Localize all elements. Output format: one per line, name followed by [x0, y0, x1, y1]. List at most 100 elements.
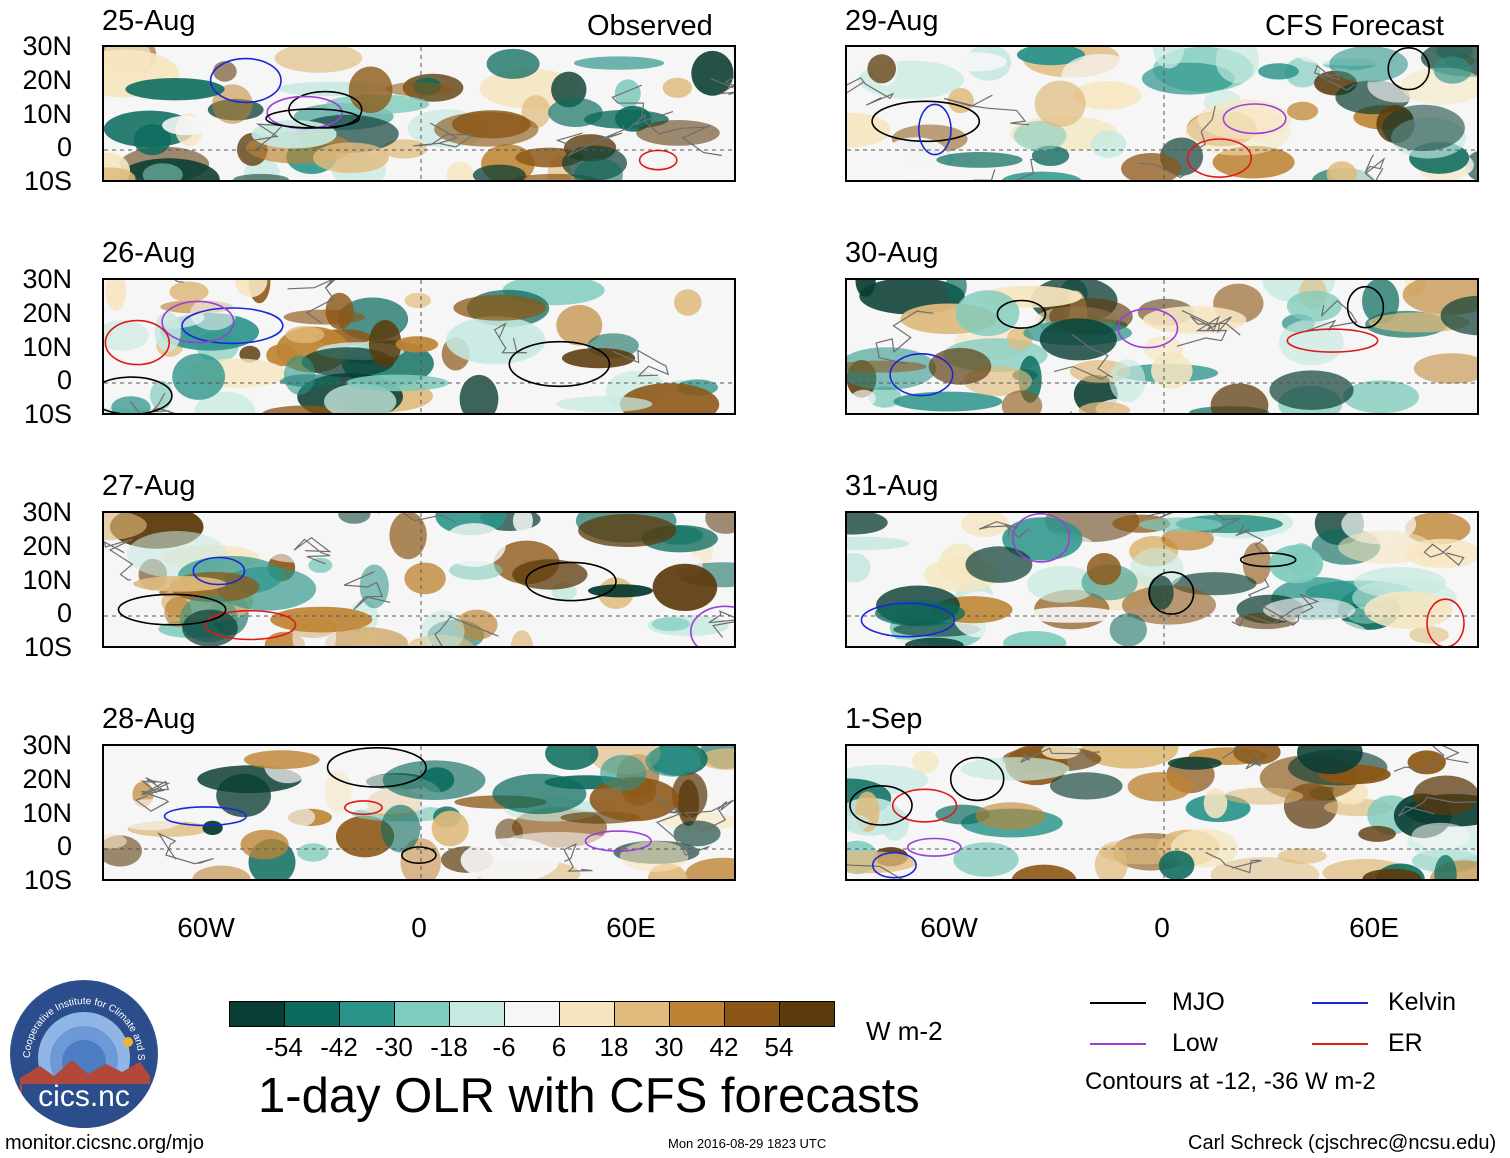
wave-contour: [949, 756, 1005, 802]
coastline: [293, 536, 332, 565]
kelvin-legend-line: [1312, 1002, 1368, 1004]
olr-anomaly-blob: [1094, 845, 1128, 879]
olr-anomaly-blob: [1023, 606, 1119, 623]
olr-anomaly-blob: [545, 746, 599, 770]
wave-contour: [871, 851, 917, 879]
olr-anomaly-blob: [395, 336, 439, 353]
y-tick-label: 20N: [22, 298, 72, 328]
olr-anomaly-blob: [270, 606, 373, 633]
olr-anomaly-blob: [283, 355, 316, 395]
olr-anomaly-blob: [1041, 746, 1080, 760]
olr-anomaly-blob: [935, 804, 990, 825]
olr-anomaly-blob: [578, 514, 677, 547]
wave-contour: [209, 57, 282, 104]
olr-anomaly-blob: [335, 815, 395, 858]
olr-anomaly-blob: [1258, 63, 1299, 80]
wave-contour: [265, 108, 360, 129]
coastline: [1235, 523, 1265, 556]
olr-anomaly-blob: [674, 289, 702, 316]
olr-anomaly-blob: [1072, 81, 1142, 110]
olr-anomaly-blob: [955, 290, 1020, 337]
olr-anomaly-blob: [645, 746, 701, 777]
olr-anomaly-blob: [1203, 788, 1228, 819]
olr-anomaly-blob: [1002, 517, 1083, 561]
olr-anomaly-blob: [1342, 380, 1420, 413]
coastline: [242, 123, 284, 152]
olr-anomaly-blob: [699, 748, 734, 770]
olr-anomaly-blob: [1362, 868, 1422, 879]
coastline: [944, 94, 1030, 126]
coastline: [140, 777, 170, 796]
colorbar-swatch: [505, 1002, 560, 1026]
coastline: [612, 349, 670, 377]
olr-anomaly-blob: [1143, 336, 1183, 363]
olr-anomaly-blob: [673, 820, 721, 847]
colorbar-units: W m-2: [866, 1016, 943, 1046]
colorbar: [229, 1001, 835, 1027]
olr-anomaly-blob: [1269, 370, 1354, 410]
olr-anomaly-blob: [965, 546, 1033, 583]
olr-anomaly-blob: [1419, 542, 1454, 566]
coastline: [1146, 513, 1240, 534]
logo-name: cics.nc: [38, 1080, 130, 1113]
olr-anomaly-blob: [216, 773, 271, 818]
olr-map: [847, 746, 1477, 879]
wave-contour: [1012, 513, 1071, 563]
olr-anomaly-blob: [1138, 517, 1223, 532]
er-legend-label: ER: [1388, 1029, 1423, 1057]
olr-anomaly-blob: [1011, 864, 1077, 879]
mjo-legend-line: [1090, 1002, 1146, 1004]
panel-date-label: 28-Aug: [102, 703, 196, 735]
contour-note: Contours at -12, -36 W m-2: [1085, 1068, 1376, 1095]
coastline: [563, 842, 593, 872]
map-panel-25-aug: [102, 45, 736, 182]
wave-contour: [1387, 47, 1431, 91]
wave-contour: [638, 149, 678, 171]
olr-anomaly-blob: [512, 513, 533, 534]
olr-anomaly-blob: [893, 391, 1003, 412]
colorbar-label: 30: [654, 1032, 684, 1062]
olr-anomaly-blob: [283, 309, 366, 325]
olr-anomaly-blob: [190, 297, 237, 331]
coastline: [1364, 154, 1386, 180]
olr-anomaly-blob: [285, 326, 325, 344]
olr-anomaly-blob: [1338, 530, 1433, 564]
wave-contour: [117, 593, 227, 626]
olr-anomaly-blob: [705, 513, 734, 534]
olr-anomaly-blob: [486, 48, 540, 79]
coastline: [1176, 309, 1228, 347]
olr-anomaly-blob: [1263, 597, 1356, 623]
olr-anomaly-blob: [905, 637, 964, 646]
olr-anomaly-blob: [1413, 775, 1477, 816]
x-tick-label: 60E: [606, 912, 656, 943]
olr-anomaly-blob: [1358, 825, 1396, 842]
olr-anomaly-blob: [882, 137, 949, 179]
map-panel-29-aug: [845, 45, 1479, 182]
coastline: [978, 521, 1029, 539]
olr-anomaly-blob: [1364, 591, 1453, 629]
colorbar-swatch: [340, 1002, 395, 1026]
olr-anomaly-blob: [1362, 280, 1400, 324]
olr-anomaly-blob: [1078, 401, 1131, 413]
olr-anomaly-blob: [262, 405, 347, 413]
coastline: [1306, 299, 1358, 332]
coastline: [1393, 746, 1469, 772]
olr-map: [847, 47, 1477, 180]
olr-anomaly-blob: [912, 750, 939, 773]
coastline: [1222, 749, 1262, 770]
footer-url[interactable]: monitor.cicsnc.org/mjo: [5, 1132, 204, 1154]
wave-contour: [343, 800, 383, 816]
coastline: [684, 799, 734, 834]
olr-anomaly-blob: [1269, 544, 1324, 584]
olr-anomaly-blob: [1285, 57, 1321, 88]
olr-anomaly-blob: [691, 50, 734, 96]
panel-date-label: 29-Aug: [845, 5, 939, 37]
wave-contour: [104, 376, 173, 413]
colorbar-label: -30: [375, 1032, 413, 1062]
olr-anomaly-blob: [694, 280, 734, 311]
olr-anomaly-blob: [867, 386, 902, 408]
wave-contour: [1222, 103, 1287, 135]
olr-anomaly-blob: [847, 112, 891, 148]
footer-author: Carl Schreck (cjschrec@ncsu.edu): [1188, 1132, 1497, 1154]
olr-anomaly-blob: [421, 610, 465, 646]
